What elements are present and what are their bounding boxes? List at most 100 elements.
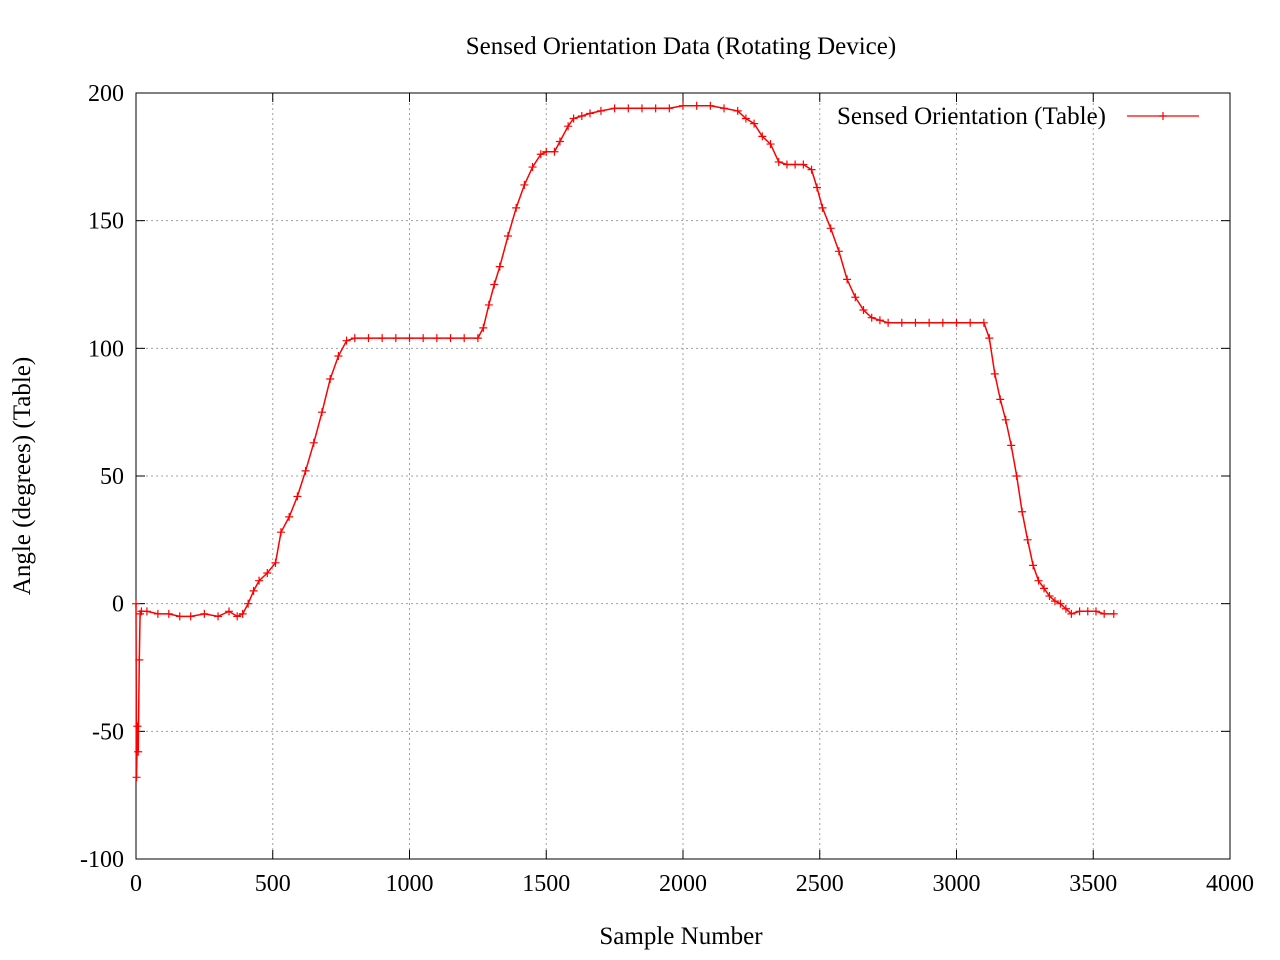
data-point (317, 408, 326, 417)
x-tick-label: 2500 (796, 871, 844, 897)
legend: Sensed Orientation (Table) (837, 103, 1199, 130)
data-point (813, 183, 822, 192)
data-point (791, 160, 800, 169)
data-point (285, 512, 294, 521)
data-point (520, 180, 529, 189)
data-point (610, 104, 619, 113)
data-point (651, 104, 660, 113)
data-point (364, 334, 373, 343)
data-point (446, 334, 455, 343)
data-point (979, 318, 988, 327)
legend-label: Sensed Orientation (Table) (837, 103, 1106, 130)
data-point (1083, 607, 1092, 616)
y-tick-label: 50 (100, 464, 124, 490)
data-point (134, 747, 143, 756)
data-point (391, 334, 400, 343)
data-point (985, 334, 994, 343)
y-tick-label: -50 (92, 719, 124, 745)
y-tick-label: 150 (88, 209, 124, 235)
data-point (665, 104, 674, 113)
data-point (774, 157, 783, 166)
data-point (1045, 592, 1054, 601)
series-line (135, 105, 1114, 778)
data-point (555, 137, 564, 146)
data-point (271, 558, 280, 567)
data-point (378, 334, 387, 343)
data-point (528, 163, 537, 172)
data-point (1050, 597, 1059, 606)
data-point (255, 576, 264, 585)
data-point (596, 106, 605, 115)
data-point (766, 140, 775, 149)
data-point (133, 722, 142, 731)
data-point (249, 586, 258, 595)
data-point (1091, 607, 1100, 616)
data-point (720, 104, 729, 113)
chart-title: Sensed Orientation Data (Rotating Device… (466, 33, 896, 60)
data-point (419, 334, 428, 343)
data-point (132, 599, 140, 608)
data-point (1012, 472, 1021, 480)
data-point (512, 203, 521, 212)
data-point (577, 111, 586, 120)
y-tick-label: -100 (80, 847, 124, 873)
x-tick-label: 0 (130, 871, 142, 897)
x-tick-label: 3000 (933, 871, 981, 897)
data-point (741, 114, 750, 123)
data-point (826, 224, 835, 233)
data-point (405, 334, 414, 343)
axis-ticks (135, 92, 1231, 860)
data-point (733, 106, 742, 115)
grid (136, 93, 1230, 859)
data-point (1034, 576, 1043, 585)
series-layer (132, 101, 1118, 782)
data-point (884, 318, 893, 327)
x-tick-labels: 0 500 1000 1500 2000 2500 3000 3500 4000 (130, 871, 1254, 897)
y-axis-label: Angle (degrees) (Table) (9, 357, 36, 595)
data-point (1001, 415, 1010, 424)
data-point (799, 160, 808, 169)
data-point (244, 599, 253, 608)
data-point (851, 293, 860, 302)
data-point (750, 119, 759, 128)
data-point (692, 101, 701, 110)
y-tick-label: 100 (88, 336, 124, 362)
data-point (586, 109, 595, 118)
data-point (1018, 507, 1027, 516)
x-tick-label: 3500 (1069, 871, 1117, 897)
data-point (834, 247, 843, 256)
data-point (473, 334, 482, 343)
data-point (175, 612, 184, 621)
legend-marker (1159, 112, 1167, 120)
data-point (164, 609, 173, 618)
data-point (135, 655, 144, 664)
data-point (925, 318, 934, 327)
x-tick-label: 1000 (386, 871, 434, 897)
data-point (867, 313, 876, 322)
data-point (911, 318, 920, 327)
data-point (484, 300, 493, 309)
data-point (293, 492, 302, 501)
data-point (200, 609, 209, 618)
data-point (186, 612, 195, 621)
data-point (1067, 609, 1076, 618)
data-point (301, 466, 310, 475)
data-point (342, 336, 351, 345)
data-point (536, 150, 545, 159)
data-point (214, 612, 223, 621)
data-point (350, 334, 359, 343)
data-point (1056, 599, 1065, 608)
data-point (706, 101, 715, 110)
data-point (490, 280, 499, 289)
data-point (132, 773, 141, 782)
x-tick-label: 4000 (1206, 871, 1254, 897)
data-point (263, 569, 272, 578)
data-point (326, 374, 335, 383)
data-point (550, 147, 559, 156)
y-tick-labels: 200 150 100 50 0 -50 -100 (80, 81, 124, 873)
data-point (758, 132, 767, 141)
data-point (1109, 609, 1118, 618)
data-point (996, 395, 1005, 404)
